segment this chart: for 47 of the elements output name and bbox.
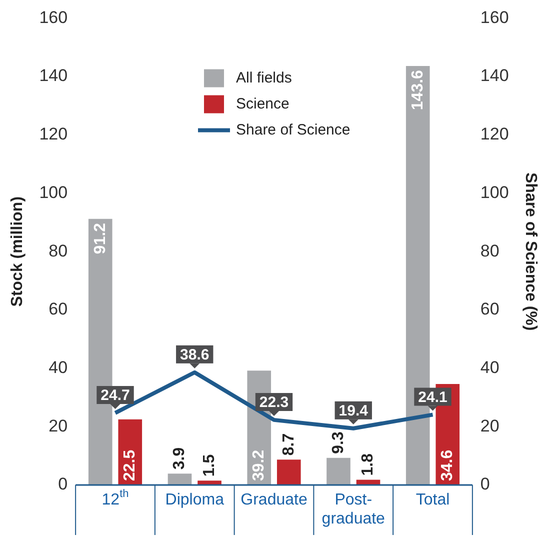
- y2-tick-label: 20: [480, 416, 500, 436]
- x-tick-label: Diploma: [165, 491, 224, 508]
- y-axis-title: Stock (million): [9, 196, 26, 307]
- y-tick-label: 20: [48, 416, 68, 436]
- y2-tick-label: 0: [480, 474, 490, 494]
- data-label: 34.6: [439, 450, 456, 481]
- bar: [168, 474, 192, 485]
- data-label: 91.2: [92, 222, 109, 254]
- y2-tick-label: 60: [480, 300, 500, 319]
- y-tick-label: 80: [48, 241, 68, 260]
- data-label: 8.7: [280, 433, 298, 456]
- y2-tick-label: 80: [480, 241, 500, 260]
- bar: [356, 480, 380, 485]
- legend-label: Share of Science: [236, 121, 350, 138]
- bar: [276, 460, 301, 485]
- data-label: 22.3: [259, 394, 289, 412]
- y-tick-label: 100: [39, 182, 68, 202]
- y2-tick-label: 160: [480, 8, 509, 27]
- y2-axis-title: Share of Science (%): [522, 172, 539, 331]
- data-label: 22.5: [122, 450, 139, 481]
- y-tick-label: 0: [58, 474, 68, 494]
- data-label: 24.1: [418, 388, 448, 406]
- y2-tick-label: 120: [480, 124, 509, 144]
- data-label: 3.9: [171, 447, 188, 470]
- x-tick-label: Post-graduate: [322, 491, 386, 528]
- data-label: 39.2: [250, 450, 268, 481]
- x-tick-label: Total: [416, 491, 450, 508]
- bar: [326, 458, 350, 485]
- y2-tick-label: 100: [480, 182, 509, 202]
- data-label: 1.8: [360, 453, 377, 476]
- y-tick-label: 60: [48, 300, 68, 319]
- bar: [198, 480, 222, 485]
- y2-tick-label: 40: [480, 358, 500, 377]
- y-tick-label: 160: [39, 8, 68, 27]
- x-tick-label: Graduate: [240, 491, 308, 508]
- y-tick-label: 140: [39, 66, 68, 86]
- y-tick-label: 40: [48, 358, 68, 377]
- legend-label: All fields: [236, 69, 292, 86]
- data-label: 1.5: [200, 454, 218, 477]
- legend-label: Science: [236, 95, 290, 112]
- data-label: 19.4: [338, 402, 369, 420]
- data-label: 24.7: [100, 387, 130, 404]
- y-tick-label: 120: [39, 124, 68, 144]
- data-label: 38.6: [180, 346, 210, 364]
- data-label: 143.6: [409, 70, 426, 110]
- y2-tick-label: 140: [480, 66, 509, 86]
- data-label: 9.3: [330, 432, 347, 454]
